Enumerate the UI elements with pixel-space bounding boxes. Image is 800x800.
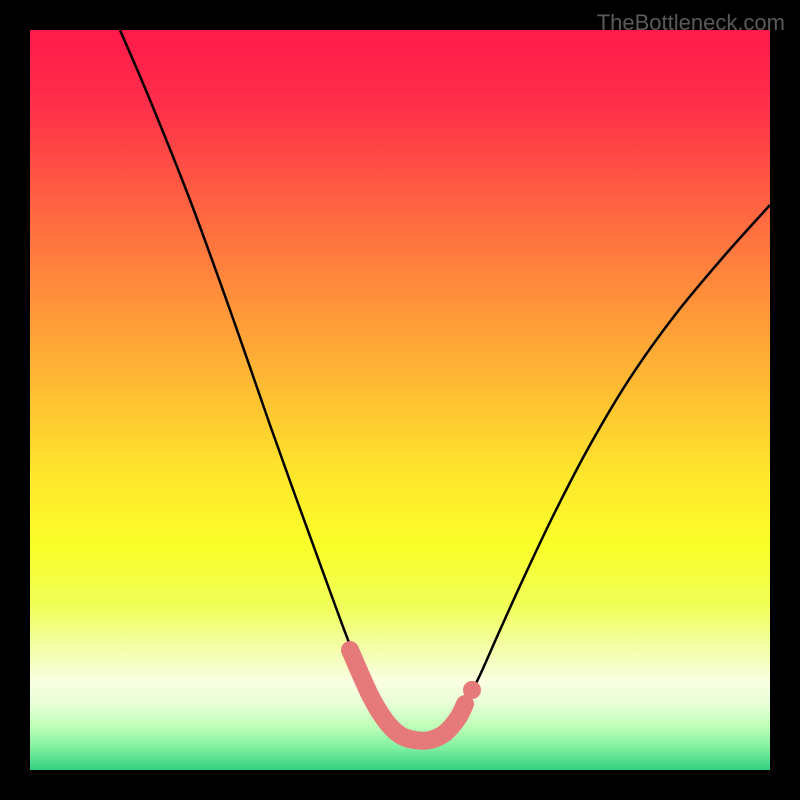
optimal-zone-highlight: [350, 650, 465, 741]
chart-plot-area: [30, 30, 770, 770]
bottleneck-curve: [120, 30, 770, 740]
watermark-text: TheBottleneck.com: [597, 10, 785, 36]
curve-layer: [30, 30, 770, 770]
optimal-zone-marker: [463, 681, 481, 699]
